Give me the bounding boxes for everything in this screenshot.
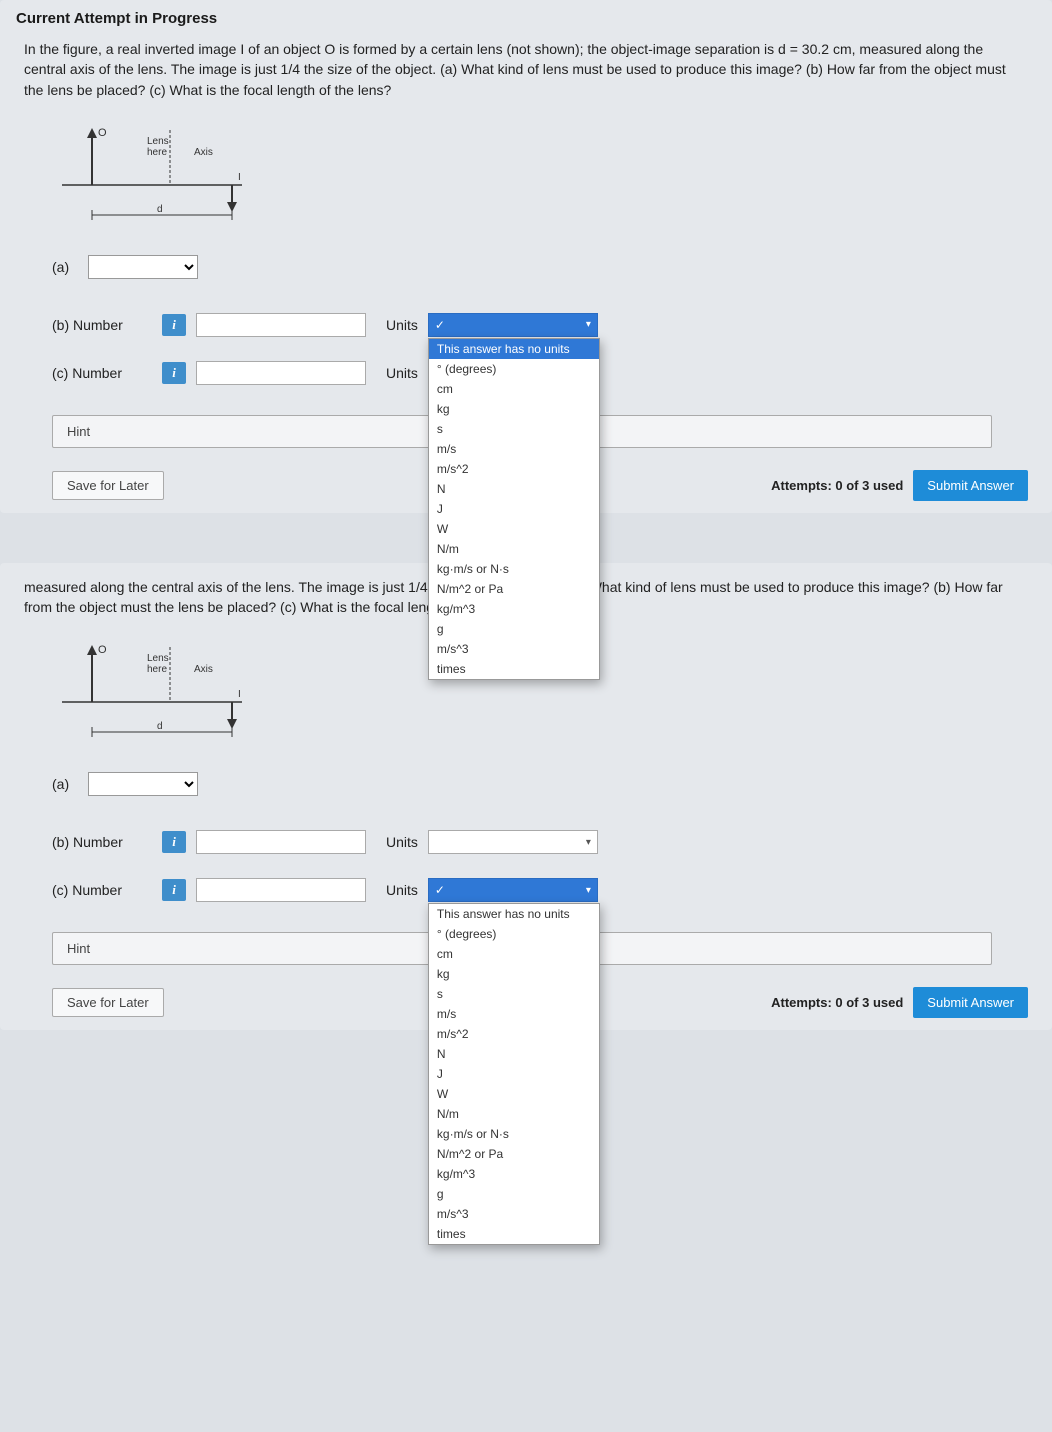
question-panel-1: Current Attempt in Progress In the figur… [0,0,1052,513]
units-label-b1: Units [386,317,418,333]
problem-text-1: In the figure, a real inverted image I o… [0,33,1052,114]
svg-text:here: here [147,147,167,158]
save-for-later-button-2[interactable]: Save for Later [52,988,164,1017]
units-option[interactable]: m/s^2 [429,1024,599,1044]
part-b-input-1[interactable] [196,313,366,337]
attempts-text-2: Attempts: 0 of 3 used [771,995,903,1010]
part-b-label: (b) Number [52,317,152,333]
units-label-c2: Units [386,882,418,898]
units-dropdown-c2[interactable]: This answer has no units° (degrees)cmkgs… [428,903,600,1245]
part-b-units-select-2[interactable]: ▾ [428,830,598,854]
svg-text:O: O [98,127,107,139]
units-option[interactable]: kg/m^3 [429,599,599,619]
units-option[interactable]: kg/m^3 [429,1164,599,1184]
units-option[interactable]: cm [429,379,599,399]
units-option[interactable]: s [429,419,599,439]
part-b-row-1: (b) Number i Units ✓ ▾ This answer has n… [0,307,1052,343]
units-option[interactable]: J [429,1064,599,1084]
part-a-row-1: (a) [0,249,1052,285]
units-option[interactable]: m/s^2 [429,459,599,479]
part-c-units-select-2[interactable]: ✓ ▾ This answer has no units° (degrees)c… [428,878,598,902]
part-b-units-select-1[interactable]: ✓ ▾ This answer has no units° (degrees)c… [428,313,598,337]
units-option[interactable]: ° (degrees) [429,924,599,944]
units-option[interactable]: N [429,479,599,499]
part-a-select-2[interactable] [88,772,198,796]
units-option[interactable]: This answer has no units [429,339,599,359]
save-for-later-button-1[interactable]: Save for Later [52,471,164,500]
units-option[interactable]: m/s^3 [429,1204,599,1224]
units-dropdown-b1[interactable]: This answer has no units° (degrees)cmkgs… [428,338,600,680]
part-a-select-1[interactable] [88,255,198,279]
info-icon[interactable]: i [162,831,186,853]
info-icon[interactable]: i [162,314,186,336]
units-option[interactable]: s [429,984,599,1004]
units-label-c1: Units [386,365,418,381]
units-option[interactable]: ° (degrees) [429,359,599,379]
part-c-input-2[interactable] [196,878,366,902]
units-option[interactable]: W [429,519,599,539]
units-option[interactable]: N/m^2 or Pa [429,1144,599,1164]
units-option[interactable]: W [429,1084,599,1104]
part-c-row-2: (c) Number i Units ✓ ▾ This answer has n… [0,872,1052,908]
units-option[interactable]: kg·m/s or N·s [429,1124,599,1144]
chevron-down-icon: ▾ [586,885,591,896]
svg-text:Lens: Lens [147,136,169,147]
units-option[interactable]: m/s^3 [429,639,599,659]
units-option[interactable]: J [429,499,599,519]
part-b-input-2[interactable] [196,830,366,854]
svg-text:Axis: Axis [194,147,213,158]
svg-text:Axis: Axis [194,664,213,675]
svg-text:O: O [98,644,107,656]
submit-answer-button-1[interactable]: Submit Answer [913,470,1028,501]
submit-answer-button-2[interactable]: Submit Answer [913,987,1028,1018]
part-c-label: (c) Number [52,882,152,898]
svg-text:here: here [147,664,167,675]
svg-text:d: d [157,721,163,732]
check-icon: ✓ [435,318,445,332]
lens-diagram-2: O Lens here Axis I d [52,637,252,747]
units-option[interactable]: m/s [429,1004,599,1024]
info-icon[interactable]: i [162,879,186,901]
units-option[interactable]: N [429,1044,599,1064]
svg-text:Lens: Lens [147,653,169,664]
units-option[interactable]: times [429,1224,599,1244]
units-label-b2: Units [386,834,418,850]
check-icon: ✓ [435,883,445,897]
part-a-label: (a) [52,259,78,275]
units-option[interactable]: N/m^2 or Pa [429,579,599,599]
svg-text:d: d [157,204,163,215]
attempt-heading: Current Attempt in Progress [0,0,1052,33]
units-option[interactable]: m/s [429,439,599,459]
units-option[interactable]: times [429,659,599,679]
part-a-label: (a) [52,776,78,792]
units-option[interactable]: This answer has no units [429,904,599,924]
units-option[interactable]: kg [429,399,599,419]
units-option[interactable]: N/m [429,1104,599,1124]
part-c-label: (c) Number [52,365,152,381]
units-option[interactable]: g [429,619,599,639]
units-option[interactable]: kg [429,964,599,984]
units-option[interactable]: kg·m/s or N·s [429,559,599,579]
chevron-down-icon: ▾ [586,319,591,330]
units-option[interactable]: N/m [429,539,599,559]
part-b-row-2: (b) Number i Units ▾ [0,824,1052,860]
info-icon[interactable]: i [162,362,186,384]
svg-text:I: I [238,172,241,183]
svg-text:I: I [238,689,241,700]
part-c-input-1[interactable] [196,361,366,385]
lens-diagram-1: O Lens here Axis I d [52,120,252,230]
units-option[interactable]: cm [429,944,599,964]
attempts-text-1: Attempts: 0 of 3 used [771,478,903,493]
units-option[interactable]: g [429,1184,599,1204]
part-a-row-2: (a) [0,766,1052,802]
part-b-label: (b) Number [52,834,152,850]
chevron-down-icon: ▾ [586,837,591,848]
